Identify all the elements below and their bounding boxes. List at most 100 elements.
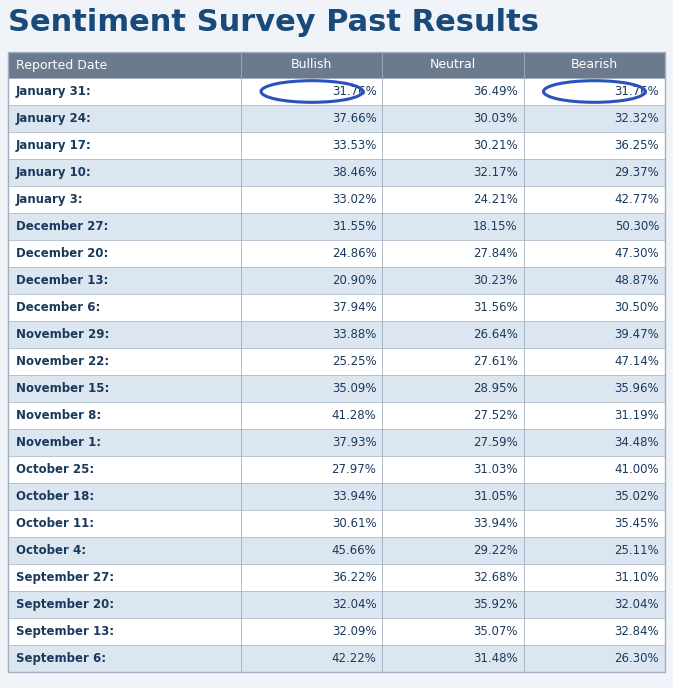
Text: November 1:: November 1: xyxy=(16,436,101,449)
FancyBboxPatch shape xyxy=(8,186,665,213)
Text: 27.52%: 27.52% xyxy=(473,409,518,422)
Text: October 18:: October 18: xyxy=(16,490,94,503)
Text: December 27:: December 27: xyxy=(16,220,108,233)
Text: 33.94%: 33.94% xyxy=(332,490,376,503)
FancyBboxPatch shape xyxy=(8,591,665,618)
Text: 28.95%: 28.95% xyxy=(473,382,518,395)
Text: Bullish: Bullish xyxy=(291,58,332,72)
FancyBboxPatch shape xyxy=(8,645,665,672)
FancyBboxPatch shape xyxy=(8,375,665,402)
Text: January 3:: January 3: xyxy=(16,193,83,206)
FancyBboxPatch shape xyxy=(8,240,665,267)
FancyBboxPatch shape xyxy=(8,294,665,321)
Text: 47.14%: 47.14% xyxy=(614,355,659,368)
Text: 27.59%: 27.59% xyxy=(473,436,518,449)
Text: 35.07%: 35.07% xyxy=(473,625,518,638)
Text: 41.28%: 41.28% xyxy=(332,409,376,422)
FancyBboxPatch shape xyxy=(8,564,665,591)
Text: September 20:: September 20: xyxy=(16,598,114,611)
Text: 35.96%: 35.96% xyxy=(614,382,659,395)
Text: 30.03%: 30.03% xyxy=(473,112,518,125)
Text: 31.56%: 31.56% xyxy=(473,301,518,314)
Text: 31.19%: 31.19% xyxy=(614,409,659,422)
Text: Neutral: Neutral xyxy=(430,58,476,72)
Text: 32.17%: 32.17% xyxy=(473,166,518,179)
Text: 29.37%: 29.37% xyxy=(614,166,659,179)
Text: November 29:: November 29: xyxy=(16,328,110,341)
Text: Reported Date: Reported Date xyxy=(16,58,107,72)
Text: 32.04%: 32.04% xyxy=(332,598,376,611)
FancyBboxPatch shape xyxy=(8,402,665,429)
Text: 31.03%: 31.03% xyxy=(473,463,518,476)
FancyBboxPatch shape xyxy=(8,429,665,456)
Text: 27.61%: 27.61% xyxy=(473,355,518,368)
Text: 29.22%: 29.22% xyxy=(473,544,518,557)
Text: 27.97%: 27.97% xyxy=(332,463,376,476)
FancyBboxPatch shape xyxy=(8,52,665,78)
Text: 38.46%: 38.46% xyxy=(332,166,376,179)
FancyBboxPatch shape xyxy=(8,537,665,564)
Text: 31.76%: 31.76% xyxy=(614,85,659,98)
FancyBboxPatch shape xyxy=(8,456,665,483)
Text: November 8:: November 8: xyxy=(16,409,101,422)
FancyBboxPatch shape xyxy=(8,483,665,510)
Text: 31.05%: 31.05% xyxy=(473,490,518,503)
Text: 37.94%: 37.94% xyxy=(332,301,376,314)
Text: 33.02%: 33.02% xyxy=(332,193,376,206)
Text: 30.21%: 30.21% xyxy=(473,139,518,152)
Text: 36.49%: 36.49% xyxy=(473,85,518,98)
Text: 48.87%: 48.87% xyxy=(614,274,659,287)
Text: 32.04%: 32.04% xyxy=(614,598,659,611)
Text: 31.48%: 31.48% xyxy=(473,652,518,665)
FancyBboxPatch shape xyxy=(8,510,665,537)
Text: 50.30%: 50.30% xyxy=(614,220,659,233)
Text: November 22:: November 22: xyxy=(16,355,109,368)
Text: 26.64%: 26.64% xyxy=(473,328,518,341)
Text: 30.50%: 30.50% xyxy=(614,301,659,314)
Text: September 13:: September 13: xyxy=(16,625,114,638)
Text: 34.48%: 34.48% xyxy=(614,436,659,449)
Text: Bearish: Bearish xyxy=(571,58,618,72)
Text: 39.47%: 39.47% xyxy=(614,328,659,341)
Text: 35.02%: 35.02% xyxy=(614,490,659,503)
Text: 33.88%: 33.88% xyxy=(332,328,376,341)
Text: 32.68%: 32.68% xyxy=(473,571,518,584)
Text: 35.45%: 35.45% xyxy=(614,517,659,530)
Text: 35.09%: 35.09% xyxy=(332,382,376,395)
Text: 41.00%: 41.00% xyxy=(614,463,659,476)
Text: January 10:: January 10: xyxy=(16,166,92,179)
FancyBboxPatch shape xyxy=(8,348,665,375)
Text: 32.09%: 32.09% xyxy=(332,625,376,638)
Text: 30.61%: 30.61% xyxy=(332,517,376,530)
FancyBboxPatch shape xyxy=(8,105,665,132)
Text: October 25:: October 25: xyxy=(16,463,94,476)
Text: 33.53%: 33.53% xyxy=(332,139,376,152)
Text: 31.76%: 31.76% xyxy=(332,85,376,98)
Text: 30.23%: 30.23% xyxy=(473,274,518,287)
Text: January 17:: January 17: xyxy=(16,139,92,152)
Text: December 6:: December 6: xyxy=(16,301,100,314)
Text: 25.25%: 25.25% xyxy=(332,355,376,368)
Text: 42.22%: 42.22% xyxy=(332,652,376,665)
Text: 42.77%: 42.77% xyxy=(614,193,659,206)
Text: 24.21%: 24.21% xyxy=(473,193,518,206)
Text: September 27:: September 27: xyxy=(16,571,114,584)
Text: January 31:: January 31: xyxy=(16,85,92,98)
Text: 35.92%: 35.92% xyxy=(473,598,518,611)
Text: September 6:: September 6: xyxy=(16,652,106,665)
Text: Sentiment Survey Past Results: Sentiment Survey Past Results xyxy=(8,8,539,37)
Text: December 13:: December 13: xyxy=(16,274,108,287)
Text: 27.84%: 27.84% xyxy=(473,247,518,260)
Text: October 11:: October 11: xyxy=(16,517,94,530)
Text: January 24:: January 24: xyxy=(16,112,92,125)
Text: 47.30%: 47.30% xyxy=(614,247,659,260)
Text: November 15:: November 15: xyxy=(16,382,110,395)
Text: December 20:: December 20: xyxy=(16,247,108,260)
Text: 18.15%: 18.15% xyxy=(473,220,518,233)
FancyBboxPatch shape xyxy=(8,159,665,186)
FancyBboxPatch shape xyxy=(8,213,665,240)
Text: 33.94%: 33.94% xyxy=(473,517,518,530)
Text: October 4:: October 4: xyxy=(16,544,86,557)
Text: 45.66%: 45.66% xyxy=(332,544,376,557)
Text: 36.22%: 36.22% xyxy=(332,571,376,584)
